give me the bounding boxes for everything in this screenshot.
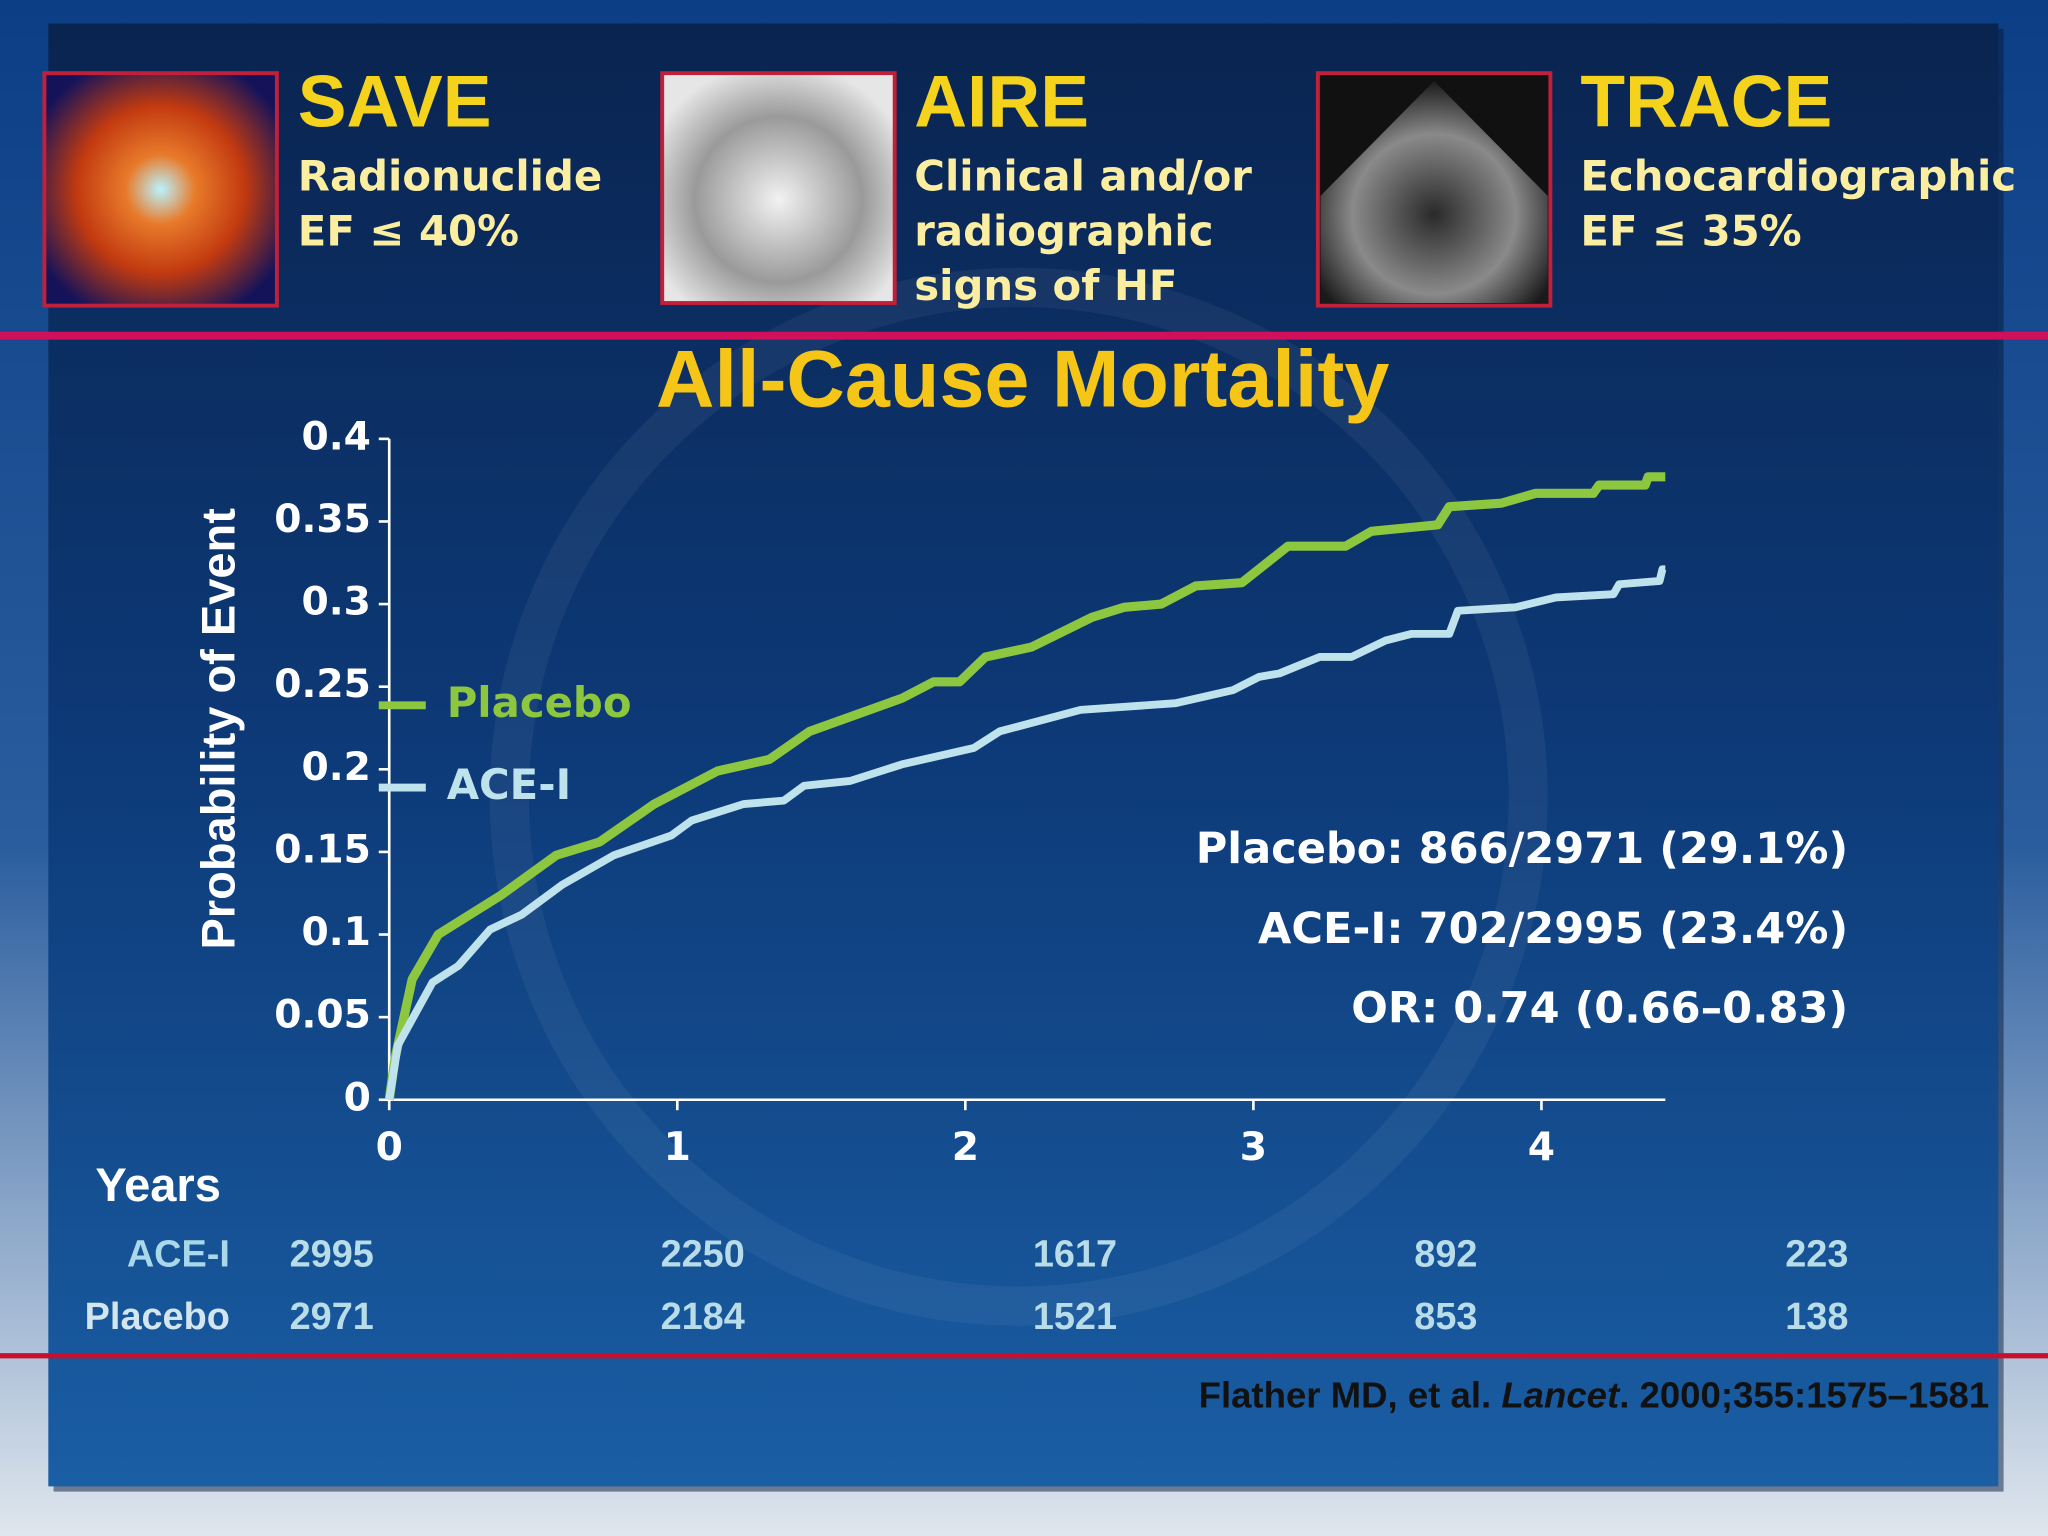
trial-criteria: Clinical and/or	[914, 151, 1252, 200]
aire-image	[660, 71, 897, 305]
trial-criteria: signs of HF	[914, 261, 1177, 310]
citation-journal: Lancet	[1501, 1374, 1621, 1415]
citation-part: Flather MD, et al.	[1199, 1374, 1502, 1415]
trial-criteria: EF ≤ 40%	[298, 206, 519, 255]
risk-count: 1617	[1033, 1233, 1117, 1275]
risk-count: 223	[1785, 1233, 1848, 1275]
y-tick-label: 0.4	[302, 414, 371, 459]
risk-count: 853	[1414, 1296, 1477, 1338]
risk-count: 2250	[661, 1233, 745, 1275]
y-tick-label: 0.05	[274, 993, 371, 1038]
trial-name: TRACE	[1580, 61, 1832, 142]
risk-count: 2184	[661, 1296, 745, 1338]
panel	[48, 23, 1999, 1487]
x-tick-label: 2	[952, 1125, 979, 1170]
series-line	[385, 565, 1667, 1101]
legend-label: ACE-I	[447, 760, 571, 809]
x-tick-label: 1	[664, 1125, 691, 1170]
y-tick-label: 0.15	[274, 827, 371, 872]
trace-cone	[1320, 80, 1548, 304]
citation: Flather MD, et al. Lancet. 2000;355:1575…	[1199, 1374, 1990, 1415]
y-tick-label: 0.1	[302, 910, 371, 955]
risk-count: 138	[1785, 1296, 1848, 1338]
chart-title: All-Cause Mortality	[656, 335, 1389, 425]
x-tick-label: 4	[1528, 1125, 1555, 1170]
y-tick-label: 0.25	[274, 662, 371, 707]
y-axis-label: Probability of Event	[191, 508, 244, 950]
annotation: Placebo: 866/2971 (29.1%)	[1196, 824, 1848, 874]
trial-criteria: EF ≤ 35%	[1580, 206, 1801, 255]
y-tick-label: 0.3	[302, 580, 371, 625]
series-line	[384, 472, 1666, 1101]
trial-criteria: radiographic	[914, 206, 1213, 255]
risk-count: 1521	[1033, 1296, 1117, 1338]
x-tick-label: 0	[376, 1125, 403, 1170]
trial-criteria: Radionuclide	[298, 151, 602, 200]
risk-row-label: ACE-I	[127, 1233, 230, 1275]
watermark	[489, 267, 1548, 1326]
risk-row-label: Placebo	[85, 1296, 230, 1338]
y-tick-label: 0.35	[274, 497, 371, 542]
trial-name: AIRE	[914, 61, 1089, 142]
risk-count: 2971	[290, 1296, 374, 1338]
save-image	[42, 71, 279, 308]
y-tick-label: 0.2	[302, 745, 371, 790]
risk-count: 2995	[290, 1233, 374, 1275]
x-tick-label: 3	[1240, 1125, 1267, 1170]
trial-criteria: Echocardiographic	[1580, 151, 2016, 200]
risk-count: 892	[1414, 1233, 1477, 1275]
risk-table-title: Years	[95, 1158, 221, 1211]
annotation: ACE-I: 702/2995 (23.4%)	[1258, 904, 1848, 954]
trial-name: SAVE	[298, 61, 492, 142]
y-tick-label: 0	[344, 1075, 371, 1120]
legend-label: Placebo	[447, 678, 632, 727]
citation-part: . 2000;355:1575–1581	[1619, 1374, 1989, 1415]
annotation: OR: 0.74 (0.66–0.83)	[1351, 983, 1848, 1033]
